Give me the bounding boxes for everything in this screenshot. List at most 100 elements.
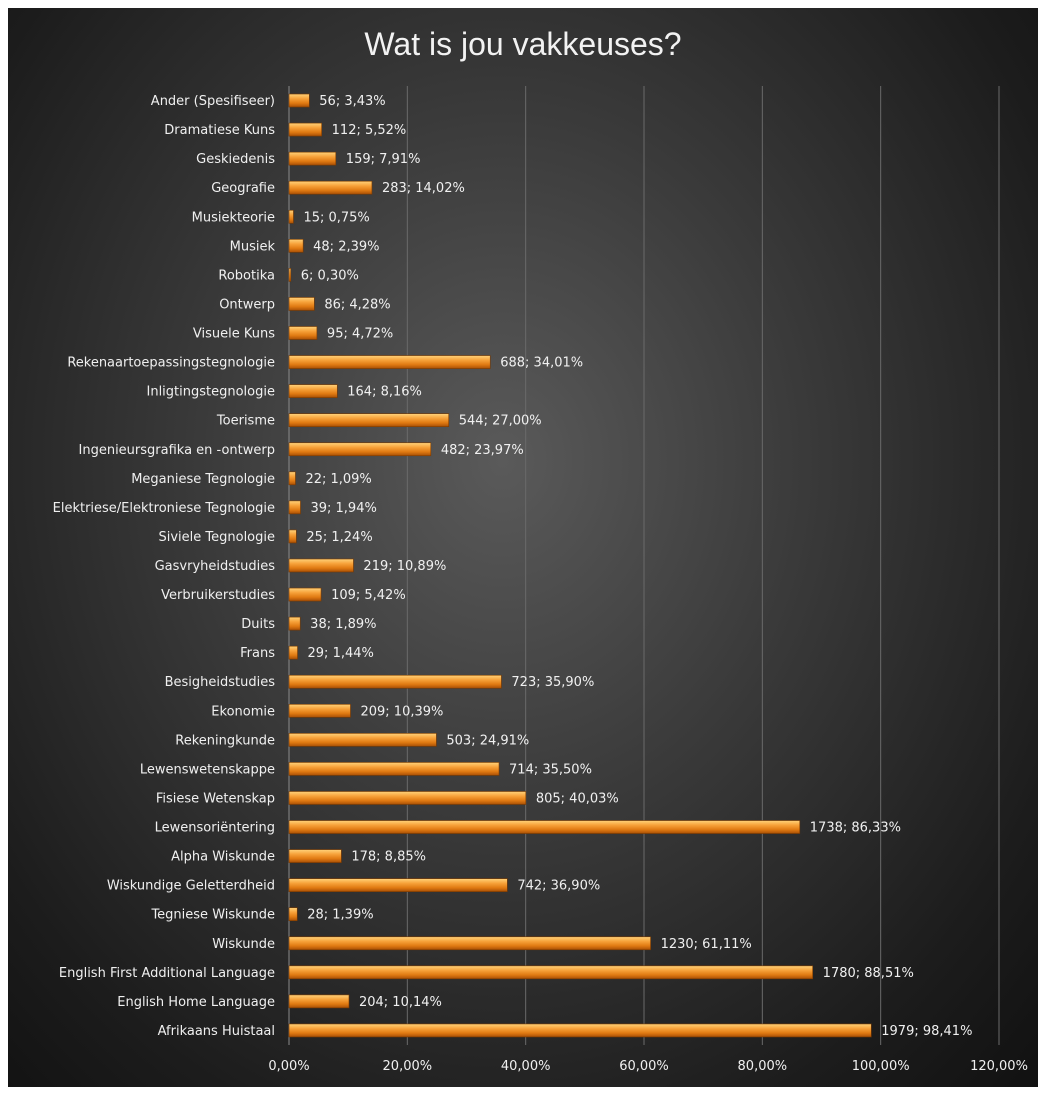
x-tick-label: 40,00%	[501, 1059, 551, 1074]
data-label: 1979; 98,41%	[881, 1024, 972, 1039]
x-tick-label: 0,00%	[268, 1059, 309, 1074]
data-label: 159; 7,91%	[346, 152, 421, 167]
data-label: 204; 10,14%	[359, 995, 442, 1010]
bar	[288, 355, 491, 369]
bar	[288, 965, 813, 980]
category-label: Elektriese/Elektroniese Tegnologie	[53, 501, 275, 516]
x-tick-label: 60,00%	[619, 1059, 669, 1074]
category-label: Lewenswetenskappe	[140, 762, 275, 777]
data-label: 56; 3,43%	[319, 94, 385, 109]
bar	[288, 878, 508, 892]
category-label: Wiskundige Geletterdheid	[107, 879, 275, 894]
data-label: 1230; 61,11%	[661, 937, 752, 952]
data-label: 544; 27,00%	[459, 414, 542, 429]
data-label: 503; 24,91%	[446, 733, 529, 748]
data-label: 219; 10,89%	[363, 559, 446, 574]
bars	[288, 93, 872, 1038]
category-label: Wiskunde	[212, 937, 275, 952]
category-label: Fisiese Wetenskap	[156, 791, 275, 806]
category-label: Rekenaartoepassingstegnologie	[67, 356, 275, 371]
category-label: Siviele Tegnologie	[158, 530, 275, 545]
data-label: 25; 1,24%	[306, 530, 372, 545]
bar	[288, 704, 351, 718]
data-label: 805; 40,03%	[536, 791, 619, 806]
bar	[288, 820, 801, 834]
data-label: 6; 0,30%	[301, 268, 359, 283]
bar-chart: 0,00% 20,00% 40,00% 60,00% 80,00% 100,00% 120,…	[53, 86, 1028, 1074]
data-label: 109; 5,42%	[331, 588, 406, 603]
category-label: English First Additional Language	[59, 966, 275, 981]
category-label: Duits	[241, 617, 275, 632]
data-label: 688; 34,01%	[500, 356, 583, 371]
labels: 0,00% 20,00% 40,00% 60,00% 80,00% 100,00% 120,…	[53, 94, 1028, 1074]
category-label: Robotika	[218, 268, 275, 283]
bar	[288, 907, 298, 922]
bar	[288, 268, 292, 282]
bar	[288, 384, 338, 398]
x-tick-label: 100,00%	[852, 1059, 910, 1074]
data-label: 29; 1,44%	[308, 646, 374, 661]
bar	[288, 151, 337, 166]
category-label: Visuele Kuns	[193, 327, 275, 342]
x-tick-label: 120,00%	[970, 1059, 1028, 1074]
bar	[288, 674, 502, 689]
bar	[288, 849, 342, 863]
category-label: Geografie	[211, 181, 275, 196]
bar	[288, 645, 298, 660]
data-label: 209; 10,39%	[360, 704, 443, 719]
data-label: 28; 1,39%	[307, 908, 373, 923]
bar	[288, 936, 651, 951]
category-label: Ingenieursgrafika en -ontwerp	[79, 443, 276, 458]
bar	[288, 500, 301, 515]
category-label: Ontwerp	[219, 297, 275, 312]
data-label: 164; 8,16%	[347, 385, 422, 400]
category-label: Toerisme	[216, 414, 275, 429]
bar	[288, 209, 294, 224]
category-label: Inligtingstegnologie	[147, 385, 276, 400]
category-label: Musiek	[230, 239, 276, 254]
data-label: 742; 36,90%	[517, 879, 600, 894]
category-label: Rekeningkunde	[175, 733, 275, 748]
bar	[288, 1023, 872, 1038]
category-label: Ander (Spesifiseer)	[151, 94, 275, 109]
bar	[288, 93, 310, 108]
category-label: Geskiedenis	[196, 152, 275, 167]
chart-frame: Wat is jou vakkeuses? 0,00% 20,00% 40,00% 6…	[8, 8, 1038, 1087]
bar	[288, 297, 315, 311]
data-label: 1738; 86,33%	[810, 821, 901, 836]
bar	[288, 326, 318, 340]
data-label: 714; 35,50%	[509, 762, 592, 777]
bar	[288, 122, 322, 137]
category-label: Ekonomie	[211, 704, 275, 719]
bar	[288, 994, 350, 1009]
bar	[288, 733, 437, 747]
data-label: 95; 4,72%	[327, 327, 393, 342]
category-label: Gasvryheidstudies	[155, 559, 276, 574]
bar	[288, 587, 322, 602]
data-label: 1780; 88,51%	[823, 966, 914, 981]
bar	[288, 442, 432, 457]
data-label: 22; 1,09%	[305, 472, 371, 487]
category-label: Verbruikerstudies	[161, 588, 275, 603]
category-label: Dramatiese Kuns	[164, 123, 275, 138]
data-label: 482; 23,97%	[441, 443, 524, 458]
x-tick-label: 80,00%	[738, 1059, 788, 1074]
category-label: Afrikaans Huistaal	[158, 1024, 275, 1039]
data-label: 86; 4,28%	[324, 297, 390, 312]
data-label: 178; 8,85%	[351, 850, 426, 865]
data-label: 112; 5,52%	[332, 123, 407, 138]
data-label: 39; 1,94%	[310, 501, 376, 516]
category-label: Lewensoriëntering	[155, 821, 275, 836]
category-label: Musiekteorie	[192, 210, 275, 225]
bar	[288, 558, 354, 573]
category-label: Besigheidstudies	[165, 675, 276, 690]
bar	[288, 239, 304, 253]
category-label: Frans	[240, 646, 275, 661]
data-label: 15; 0,75%	[303, 210, 369, 225]
data-label: 48; 2,39%	[313, 239, 379, 254]
category-label: Tegniese Wiskunde	[150, 908, 275, 923]
category-label: Meganiese Tegnologie	[131, 472, 275, 487]
bar	[288, 180, 373, 195]
bar	[288, 762, 500, 776]
x-tick-label: 20,00%	[383, 1059, 433, 1074]
